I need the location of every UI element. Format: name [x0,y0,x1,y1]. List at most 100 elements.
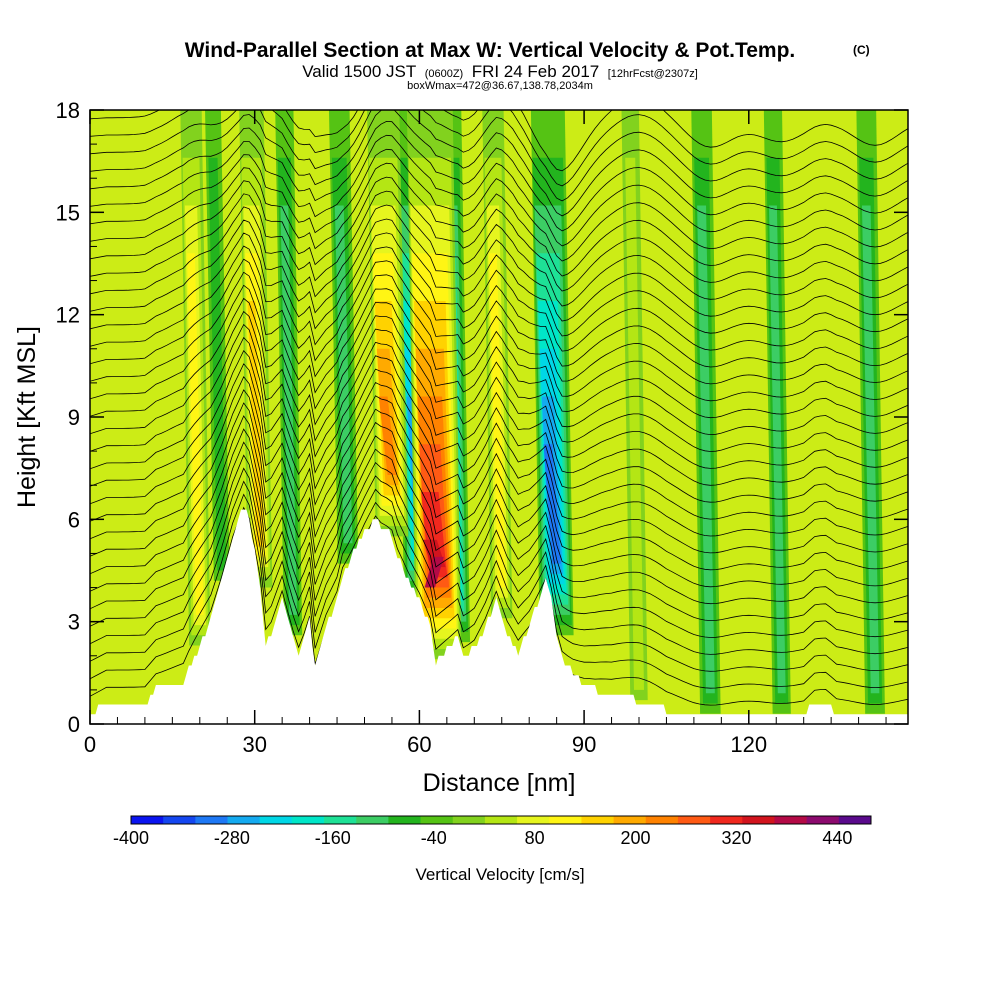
downdraft-band-7-level-2 [769,205,786,694]
updraft-band-2-level-6 [378,396,397,475]
theta-contour-23 [90,204,908,322]
theta-contour-18 [90,271,908,402]
y-tick-label-2: 6 [68,507,80,532]
theta-contour-28 [90,134,908,247]
colorbar-swatch-11 [484,816,518,824]
x-axis: 0 30 60 90 120 [84,110,887,757]
colorbar-tick-label-1: -280 [214,828,250,848]
theta-contour-1 [90,493,908,689]
theta-contour-9 [90,389,908,554]
theta-contour-16 [90,297,908,436]
theta-contour-0 [90,506,908,706]
theta-contour-10 [90,376,908,537]
colorbar-swatch-17 [677,816,711,824]
subtitle-valid: Valid 1500 JST [302,62,416,81]
subtitle-utc: (0600Z) [425,68,464,80]
colorbar-swatch-18 [710,816,743,824]
colorbar-swatch-22 [838,816,872,824]
theta-contour-20 [90,245,908,368]
theta-contour-13 [90,336,908,486]
y-tick-label-6: 18 [56,98,80,123]
subtitle-fcst: [12hrFcst@2307z] [608,68,698,80]
colorbar-tick-label-5: 200 [620,828,650,848]
x-tick-label-4: 120 [730,732,767,757]
theta-contour-3 [90,467,908,655]
y-tick-label-4: 12 [56,303,80,328]
colorbar-swatch-0 [131,816,164,824]
colorbar-swatch-16 [645,816,679,824]
chart-title: Wind-Parallel Section at Max W: Vertical… [185,39,796,62]
colorbar-swatch-20 [774,816,808,824]
colorbar-tick-label-3: -40 [421,828,447,848]
colorbar: -400 -280 -160 -40 80 200 320 440 [113,815,872,848]
theta-contour-6 [90,428,908,605]
theta-contour-32 [90,110,908,187]
theta-contour-15 [90,310,908,452]
theta-contour-27 [90,148,908,262]
colorbar-swatch-19 [742,816,775,824]
y-tick-label-1: 3 [68,610,80,635]
theta-contour-30 [90,110,908,217]
colorbar-swatch-1 [163,816,196,824]
colorbar-swatch-9 [420,816,454,824]
plot-area [90,110,908,724]
theta-contour-24 [90,190,908,307]
colorbar-swatch-12 [517,816,550,824]
theta-contour-7 [90,415,908,588]
x-tick-label-2: 60 [407,732,431,757]
colorbar-swatch-14 [581,816,614,824]
theta-contour-2 [90,480,908,672]
theta-contour-14 [90,323,908,469]
colorbar-frame [130,815,872,825]
y-axis-label: Height [Kft MSL] [13,326,41,508]
box-info: boxWmax=472@36.67,138.78,2034m [407,80,593,92]
theta-contour-17 [90,284,908,419]
colorbar-swatch-4 [259,816,293,824]
x-tick-label-1: 30 [242,732,266,757]
colorbar-swatch-7 [356,816,389,824]
downdraft-band-1-level-2 [280,205,298,615]
colorbar-swatch-8 [388,816,421,824]
colorbar-swatch-10 [452,816,486,824]
colorbar-label: Vertical Velocity [cm/s] [415,865,584,884]
theta-contour-33 [90,110,908,172]
theta-contour-29 [90,120,908,232]
title-mark: (C) [853,43,870,57]
theta-contour-31 [90,110,908,202]
theta-contour-12 [90,349,908,503]
theta-contour-26 [90,162,908,277]
y-tick-label-5: 15 [56,200,80,225]
theta-contour-25 [90,176,908,292]
colorbar-swatch-3 [227,816,261,824]
y-axis: 0 3 6 9 12 15 18 [56,98,908,737]
colorbar-swatch-2 [195,816,228,824]
x-tick-label-0: 0 [84,732,96,757]
colorbar-tick-label-7: 440 [822,828,852,848]
colorbar-swatch-15 [613,816,647,824]
chart-subtitle: Valid 1500 JST (0600Z) FRI 24 Feb 2017 [… [302,62,698,81]
colorbar-tick-label-4: 80 [525,828,545,848]
colorbar-tick-label-0: -400 [113,828,149,848]
x-axis-label: Distance [nm] [423,769,576,797]
y-tick-label-3: 9 [68,405,80,430]
colorbar-swatch-5 [291,816,325,824]
theta-contour-19 [90,258,908,385]
theta-contour-8 [90,402,908,571]
theta-contour-5 [90,441,908,622]
theta-contours [90,110,908,706]
downdraft-band-5-level-7 [543,444,561,564]
theta-contour-11 [90,363,908,520]
terrain [90,509,908,724]
x-tick-label-3: 90 [572,732,596,757]
updraft-band-5-level-1 [625,157,644,690]
colorbar-swatch-6 [324,816,357,824]
downdraft-band-6-level-2 [697,205,715,694]
colorbar-swatch-21 [806,816,840,824]
theta-contour-21 [90,232,908,352]
colorbar-swatch-13 [549,816,582,824]
theta-contour-4 [90,454,908,638]
downdraft-band-8-level-2 [861,205,880,694]
colorbar-tick-label-2: -160 [315,828,351,848]
theta-contour-22 [90,218,908,337]
